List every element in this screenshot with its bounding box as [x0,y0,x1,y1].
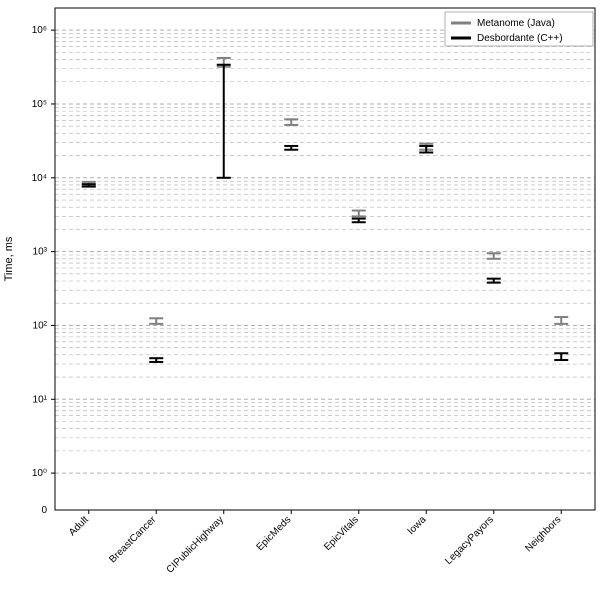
y-tick-label: 10⁵ [32,99,47,110]
legend: Metanome (Java) Desbordante (C++) [445,12,593,46]
y-tick-label: 10⁴ [32,173,47,184]
errorbar-chart: 10⁰10¹10²10³10⁴10⁵10⁶0Time, msAdultBreas… [0,0,602,616]
y-tick-label: 10⁶ [32,25,47,36]
y-tick-label: 0 [41,505,47,516]
y-tick-label: 10² [33,320,48,331]
y-tick-label: 10¹ [33,394,48,405]
legend-label: Desbordante (C++) [477,33,563,44]
y-tick-label: 10³ [33,247,48,258]
chart-container: 10⁰10¹10²10³10⁴10⁵10⁶0Time, msAdultBreas… [0,0,602,616]
legend-label: Metanome (Java) [477,18,555,29]
y-axis-label: Time, ms [3,236,15,281]
y-tick-label: 10⁰ [32,468,47,479]
